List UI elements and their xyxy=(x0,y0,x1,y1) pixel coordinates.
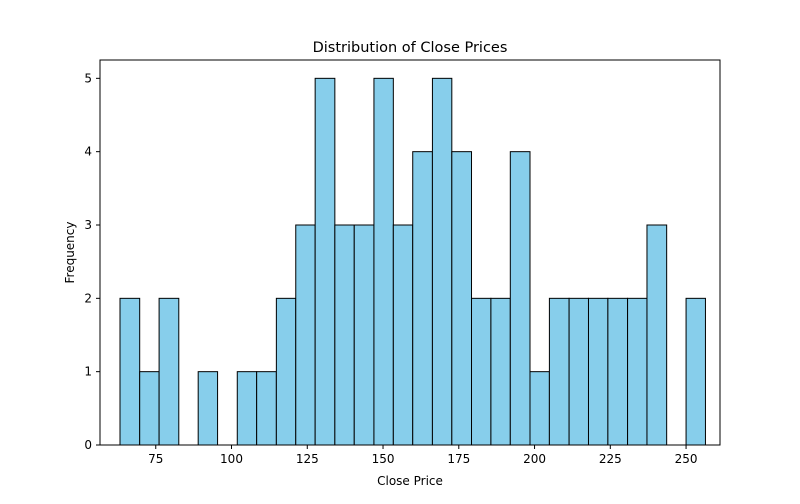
x-tick-label-1: 100 xyxy=(220,452,243,466)
histogram-bar-13 xyxy=(373,77,394,446)
bars-group xyxy=(119,77,706,446)
y-tick-label-1: 1 xyxy=(84,365,92,379)
histogram-bar-6 xyxy=(236,371,258,446)
y-tick-label-3: 3 xyxy=(84,218,92,232)
histogram-bar-7 xyxy=(256,371,277,446)
x-tick-label-0: 75 xyxy=(148,452,163,466)
x-tick-label-4: 175 xyxy=(447,452,470,466)
plot-frame xyxy=(99,59,721,446)
histogram-bar-4 xyxy=(197,371,219,446)
histogram-bar-9 xyxy=(295,224,316,446)
y-tick-label-4: 4 xyxy=(84,145,92,159)
histogram-bar-18 xyxy=(471,297,492,446)
y-axis-label: Frequency xyxy=(63,222,77,284)
histogram-bar-15 xyxy=(412,151,433,446)
y-axis-ticks: 0 1 2 3 4 5 xyxy=(84,71,100,452)
x-tick-label-2: 125 xyxy=(296,452,319,466)
histogram-bar-19 xyxy=(490,297,511,446)
histogram-bar-22 xyxy=(548,297,570,446)
histogram-bar-29 xyxy=(685,297,706,446)
y-tick-label-0: 0 xyxy=(84,438,92,452)
x-tick-label-5: 200 xyxy=(523,452,546,466)
histogram-bar-27 xyxy=(646,224,668,446)
chart-title: Distribution of Close Prices xyxy=(313,40,508,56)
histogram-bar-11 xyxy=(334,224,355,446)
histogram-bar-17 xyxy=(451,151,473,446)
x-axis-ticks: 75 100 125 150 175 200 225 250 xyxy=(148,445,698,466)
histogram-bar-25 xyxy=(607,297,629,446)
histogram-bar-2 xyxy=(158,297,180,446)
histogram-bar-21 xyxy=(529,371,550,446)
histogram-bar-26 xyxy=(627,297,648,446)
x-tick-label-6: 225 xyxy=(599,452,622,466)
histogram-bar-24 xyxy=(587,297,609,446)
histogram-bar-16 xyxy=(431,77,453,446)
x-axis-label: Close Price xyxy=(377,474,443,488)
histogram-bar-8 xyxy=(275,297,297,446)
histogram-bar-10 xyxy=(314,77,336,446)
histogram-bar-23 xyxy=(568,297,589,446)
y-tick-label-5: 5 xyxy=(84,71,92,85)
histogram-bar-0 xyxy=(119,297,141,446)
histogram-bar-14 xyxy=(392,224,414,446)
x-tick-label-3: 150 xyxy=(372,452,395,466)
histogram-bar-1 xyxy=(139,371,160,446)
y-tick-label-2: 2 xyxy=(84,291,92,305)
histogram-bar-20 xyxy=(509,151,531,446)
x-tick-label-7: 250 xyxy=(675,452,698,466)
histogram-bar-12 xyxy=(353,224,375,446)
